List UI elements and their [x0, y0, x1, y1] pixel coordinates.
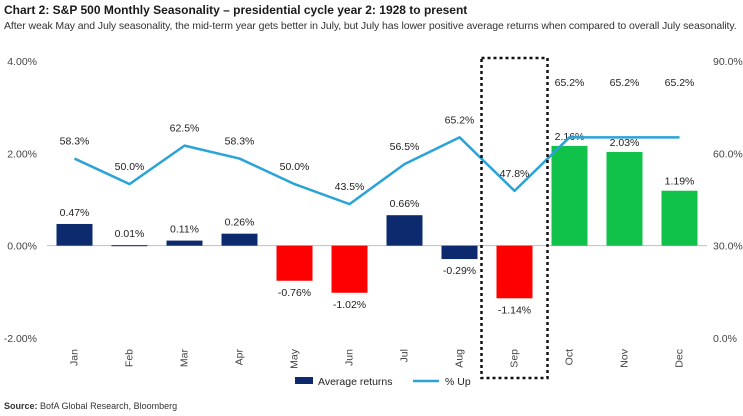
bar-sep [496, 245, 533, 299]
bar-value-label: -1.14% [498, 304, 531, 316]
legend-swatch-average-returns [295, 377, 313, 384]
bar-value-label: 0.01% [115, 228, 145, 240]
legend-label-average-returns: Average returns [318, 376, 393, 388]
x-tick-label: Jan [69, 349, 81, 366]
x-tick-label: Jul [399, 349, 411, 362]
y-left-tick-label: 0.00% [7, 241, 37, 253]
x-tick-label: Mar [179, 349, 191, 368]
x-tick-label: Apr [234, 349, 246, 366]
bar-mar [166, 240, 203, 246]
bar-may [276, 245, 313, 281]
bar-nov [606, 151, 643, 246]
bar-value-label: 0.11% [170, 224, 199, 236]
chart-title: Chart 2: S&P 500 Monthly Seasonality – p… [4, 3, 468, 17]
y-right-tick-label: 0.0% [713, 333, 737, 345]
chart-subtitle: After weak May and July seasonality, the… [4, 20, 737, 32]
line-value-label: 50.0% [280, 161, 310, 173]
line-value-label: 65.2% [665, 77, 695, 89]
bar-value-label: -1.02% [333, 299, 366, 311]
legend-label-pct-up: % Up [445, 376, 471, 388]
source-label: Source: [4, 401, 38, 411]
bar-jul [386, 215, 423, 246]
line-value-label: 43.5% [335, 181, 365, 193]
y-left-tick-label: 2.00% [7, 148, 37, 160]
line-value-label: 62.5% [170, 123, 200, 135]
line-value-label: 56.5% [390, 141, 420, 153]
bar-value-label: 0.66% [390, 198, 420, 210]
bar-value-label: 1.19% [665, 176, 695, 188]
bar-feb [111, 245, 148, 247]
line-value-label: 47.8% [500, 168, 530, 180]
y-right-tick-label: 90.0% [713, 56, 743, 68]
bar-jun [331, 245, 368, 293]
line-value-label: 65.2% [555, 77, 585, 89]
bar-aug [441, 245, 478, 260]
line-value-label: 50.0% [115, 161, 145, 173]
line-value-label: 65.2% [445, 114, 475, 126]
line-value-label: 65.2% [610, 77, 640, 89]
x-tick-label: Aug [454, 349, 466, 368]
x-tick-label: Feb [124, 349, 136, 367]
bar-value-label: -0.76% [278, 287, 311, 299]
bar-apr [221, 233, 258, 246]
line-value-label: 58.3% [225, 136, 255, 148]
y-right-tick-label: 60.0% [713, 148, 743, 160]
bar-jan [56, 223, 93, 246]
y-left-tick-label: -2.00% [4, 333, 37, 345]
x-tick-label: May [289, 348, 301, 369]
bar-value-label: -0.29% [443, 265, 476, 277]
x-tick-label: Nov [619, 348, 631, 367]
bar-dec [661, 190, 698, 246]
x-tick-label: Dec [674, 349, 686, 368]
pct-up-line [73, 136, 680, 206]
bar-value-label: 2.03% [610, 137, 640, 149]
highlight-box [480, 56, 549, 380]
x-tick-label: Sep [509, 349, 521, 368]
source-text: BofA Global Research, Bloomberg [40, 401, 178, 411]
y-right-tick-label: 30.0% [713, 241, 743, 253]
x-tick-label: Oct [564, 349, 576, 365]
source-note: Source: BofA Global Research, Bloomberg [4, 401, 177, 411]
line-value-label: 58.3% [60, 136, 90, 148]
bar-value-label: 0.47% [60, 207, 90, 219]
x-tick-label: Jun [344, 349, 356, 366]
bar-value-label: 0.26% [225, 217, 255, 229]
bar-oct [551, 145, 588, 246]
y-left-tick-label: 4.00% [7, 56, 37, 68]
